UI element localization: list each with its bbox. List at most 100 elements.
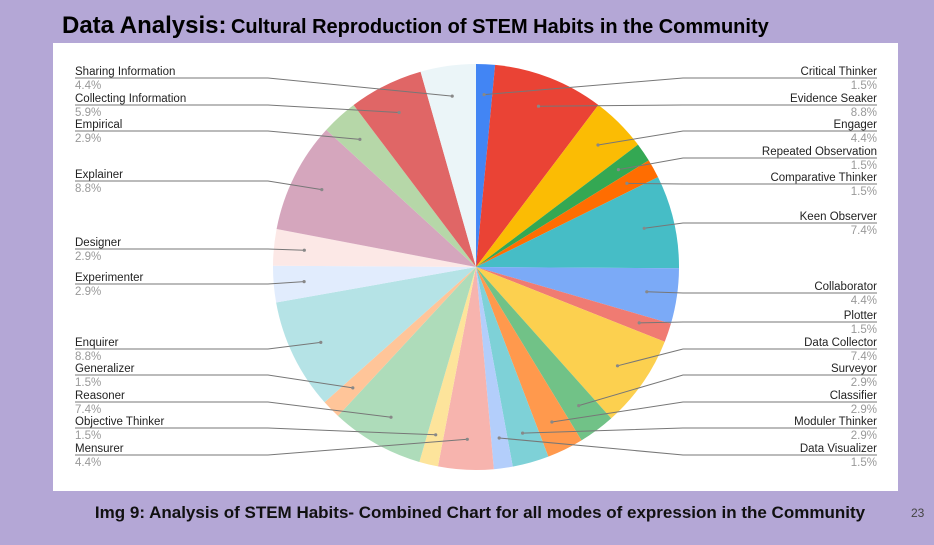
leader-line-engager bbox=[597, 130, 877, 146]
slice-label-explainer: Explainer bbox=[75, 169, 123, 181]
slice-label-critical-thinker: Critical Thinker bbox=[801, 66, 878, 78]
slice-label-repeated-observation: Repeated Observation bbox=[762, 146, 877, 158]
leader-dot-repeated-observation bbox=[616, 168, 621, 172]
leader-dot-data-visualizer bbox=[497, 436, 501, 440]
figure-caption: Img 9: Analysis of STEM Habits- Combined… bbox=[94, 503, 866, 522]
leader-line-sharing-information bbox=[75, 77, 453, 97]
slice-percent-surveyor: 2.9% bbox=[851, 377, 877, 389]
leader-dot-surveyor bbox=[577, 404, 581, 408]
slice-label-comparative-thinker: Comparative Thinker bbox=[770, 172, 877, 184]
leader-line-critical-thinker bbox=[484, 77, 877, 96]
slice-label-surveyor: Surveyor bbox=[831, 363, 877, 375]
leader-line-collaborator bbox=[646, 291, 877, 294]
slice-percent-moduler-thinker: 2.9% bbox=[851, 430, 877, 442]
slice-percent-data-visualizer: 1.5% bbox=[851, 457, 877, 469]
pie-slice-explainer bbox=[276, 129, 476, 267]
slice-label-generalizer: Generalizer bbox=[75, 363, 135, 375]
slice-percent-critical-thinker: 1.5% bbox=[851, 80, 877, 92]
pie-slice-moduler-thinker bbox=[476, 267, 549, 467]
slice-label-empirical: Empirical bbox=[75, 119, 122, 131]
leader-dot-moduler-thinker bbox=[521, 431, 525, 435]
pie-slice-enquirer bbox=[276, 267, 476, 403]
leader-line-reasoner bbox=[75, 401, 392, 418]
pie-slice-keen-observer bbox=[476, 177, 680, 269]
slice-percent-objective-thinker: 1.5% bbox=[75, 430, 101, 442]
pie-slice-generalizer bbox=[324, 267, 476, 416]
slice-percent-mensurer: 4.4% bbox=[75, 457, 101, 469]
leader-line-generalizer bbox=[75, 374, 353, 389]
leader-dot-generalizer bbox=[351, 386, 355, 390]
slice-label-collecting-information: Collecting Information bbox=[75, 93, 186, 105]
leader-line-explainer bbox=[75, 180, 322, 191]
slice-label-classifier: Classifier bbox=[830, 390, 877, 402]
leader-dot-sharing-information bbox=[450, 94, 454, 98]
leader-dot-designer bbox=[302, 248, 306, 252]
slice-label-moduler-thinker: Moduler Thinker bbox=[794, 416, 877, 428]
slice-label-data-visualizer: Data Visualizer bbox=[800, 443, 877, 455]
leader-line-data-visualizer bbox=[499, 437, 877, 456]
leader-dot-experimenter bbox=[302, 280, 306, 284]
slice-percent-evidence-seaker: 8.8% bbox=[851, 107, 877, 119]
leader-line-enquirer bbox=[75, 341, 321, 350]
leader-line-repeated-observation bbox=[618, 157, 877, 171]
pie-slice-sharing-information bbox=[420, 64, 476, 267]
leader-dot-classifier bbox=[550, 420, 554, 424]
leader-line-surveyor bbox=[578, 374, 877, 407]
leader-dot-evidence-seaker bbox=[536, 104, 541, 108]
slice-percent-reasoner: 7.4% bbox=[75, 404, 101, 416]
leader-line-experimenter bbox=[75, 281, 305, 285]
slice-percent-comparative-thinker: 1.5% bbox=[851, 186, 877, 198]
slice-percent-keen-observer: 7.4% bbox=[851, 225, 877, 237]
slice-percent-data-collector: 7.4% bbox=[851, 351, 877, 363]
pie-slice-classifier bbox=[476, 267, 582, 457]
slice-percent-repeated-observation: 1.5% bbox=[851, 160, 877, 172]
slice-percent-empirical: 2.9% bbox=[75, 133, 101, 145]
leader-dot-collecting-information bbox=[397, 110, 401, 115]
leader-line-keen-observer bbox=[644, 222, 877, 229]
leader-line-data-collector bbox=[617, 348, 877, 367]
leader-dot-data-collector bbox=[615, 364, 620, 368]
slice-label-reasoner: Reasoner bbox=[75, 390, 125, 402]
page-number: 23 bbox=[911, 506, 925, 520]
slice-percent-engager: 4.4% bbox=[851, 133, 877, 145]
slice-percent-collaborator: 4.4% bbox=[851, 295, 877, 307]
pie-slice-experimenter bbox=[272, 265, 476, 303]
leader-dot-mensurer bbox=[465, 437, 469, 441]
leader-dot-critical-thinker bbox=[482, 93, 486, 97]
pie-slice-repeated-observation bbox=[476, 144, 649, 267]
slice-percent-designer: 2.9% bbox=[75, 251, 101, 263]
slice-percent-explainer: 8.8% bbox=[75, 183, 101, 195]
slice-label-mensurer: Mensurer bbox=[75, 443, 124, 455]
title-prefix: Data Analysis: bbox=[62, 12, 227, 39]
leader-dot-plotter bbox=[637, 321, 641, 325]
pie-slices bbox=[272, 64, 680, 471]
leader-dot-explainer bbox=[320, 188, 324, 192]
leader-line-classifier bbox=[551, 401, 877, 423]
slice-label-collaborator: Collaborator bbox=[814, 281, 877, 293]
slice-label-enquirer: Enquirer bbox=[75, 337, 119, 349]
slice-label-experimenter: Experimenter bbox=[75, 272, 144, 284]
leader-line-empirical bbox=[75, 130, 360, 140]
leader-line-collecting-information bbox=[75, 104, 400, 113]
slice-percent-collecting-information: 5.9% bbox=[75, 107, 101, 119]
title-rest: Cultural Reproduction of STEM Habits in … bbox=[230, 16, 769, 38]
pie-slice-objective-thinker bbox=[419, 267, 476, 467]
leader-line-plotter bbox=[639, 321, 877, 324]
slide-title: Data Analysis: Cultural Reproduction of … bbox=[62, 12, 769, 40]
pie-slice-designer bbox=[273, 228, 476, 267]
leader-dot-collaborator bbox=[645, 290, 649, 294]
pie-slice-empirical bbox=[326, 105, 476, 267]
slice-percent-experimenter: 2.9% bbox=[75, 286, 101, 298]
leader-dot-reasoner bbox=[389, 415, 393, 419]
slice-label-designer: Designer bbox=[75, 237, 121, 249]
slice-percent-sharing-information: 4.4% bbox=[75, 80, 101, 92]
slice-label-sharing-information: Sharing Information bbox=[75, 66, 175, 78]
pie-slice-critical-thinker bbox=[476, 64, 496, 267]
pie-slice-plotter bbox=[476, 267, 671, 342]
leader-dot-keen-observer bbox=[642, 226, 646, 230]
leader-line-designer bbox=[75, 248, 305, 251]
pie-slice-data-collector bbox=[476, 267, 665, 419]
pie-slice-comparative-thinker bbox=[476, 160, 659, 267]
